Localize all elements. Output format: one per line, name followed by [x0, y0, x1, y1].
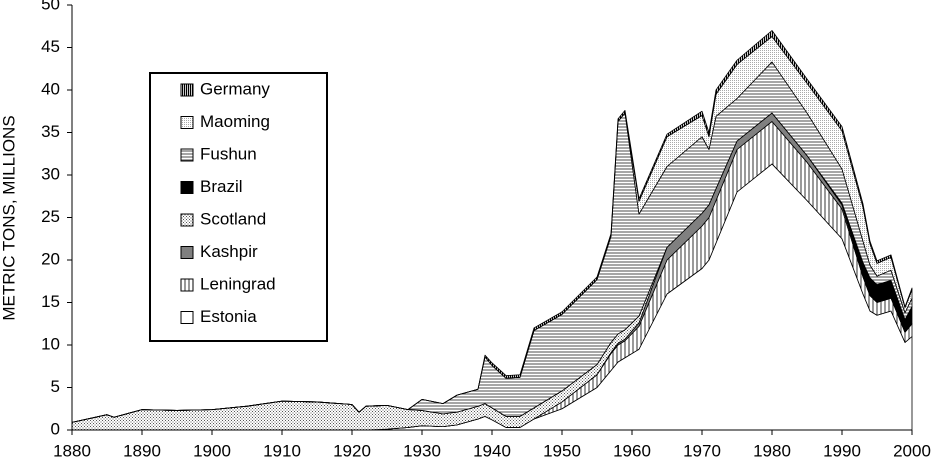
legend-swatch	[180, 246, 194, 259]
x-tick-label: 1950	[543, 441, 581, 460]
legend-swatch	[180, 181, 194, 194]
legend-swatch	[180, 83, 194, 97]
x-tick-label: 1910	[263, 441, 301, 460]
y-tick-label: 15	[41, 292, 60, 311]
x-tick-label: 1930	[403, 441, 441, 460]
x-tick-label: 1980	[753, 441, 791, 460]
legend-swatch	[180, 311, 194, 324]
legend: Germany Maoming Fushun Brazil Scotland Kashpi…	[149, 72, 328, 342]
x-tick-label: 2000	[893, 441, 931, 460]
legend-label: Leningrad	[200, 274, 276, 293]
x-tick-label: 1960	[613, 441, 651, 460]
y-tick-label: 35	[41, 122, 60, 141]
x-tick-label: 1990	[823, 441, 861, 460]
y-tick-label: 25	[41, 207, 60, 226]
y-tick-label: 20	[41, 249, 60, 268]
legend-swatch	[180, 213, 194, 227]
x-tick-label: 1920	[333, 441, 371, 460]
legend-label: Brazil	[200, 177, 243, 196]
y-axis-label: METRIC TONS, MILLIONS	[0, 115, 18, 320]
y-tick-label: 40	[41, 79, 60, 98]
y-tick-label: 50	[41, 0, 60, 13]
x-tick-label: 1890	[123, 441, 161, 460]
legend-label: Germany	[200, 79, 270, 98]
x-tick-label: 1970	[683, 441, 721, 460]
x-tick-label: 1900	[193, 441, 231, 460]
legend-label: Maoming	[200, 112, 270, 131]
legend-label: Fushun	[200, 144, 257, 163]
area	[71, 30, 913, 423]
legend-frame	[149, 72, 328, 342]
y-tick-label: 10	[41, 334, 60, 353]
y-tick-label: 5	[51, 377, 60, 396]
legend-label: Scotland	[200, 209, 266, 228]
y-tick-label: 0	[51, 419, 60, 438]
x-tick-label: 1940	[473, 441, 511, 460]
legend-swatch	[180, 278, 194, 292]
y-tick-label: 30	[41, 164, 60, 183]
legend-label: Estonia	[200, 307, 257, 326]
legend-swatch	[180, 116, 194, 129]
x-tick-label: 1880	[53, 441, 91, 460]
legend-swatch	[180, 148, 194, 162]
legend-label: Kashpir	[200, 242, 258, 261]
y-tick-label: 45	[41, 37, 60, 56]
